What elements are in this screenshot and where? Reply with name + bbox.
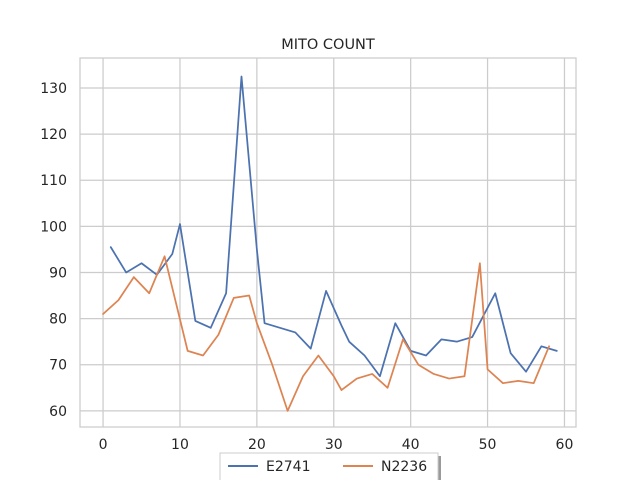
x-tick-label: 50 <box>479 437 497 453</box>
x-tick-label: 60 <box>556 437 574 453</box>
x-tick-label: 10 <box>171 437 189 453</box>
x-tick-label: 30 <box>325 437 343 453</box>
y-tick-label: 60 <box>49 404 67 420</box>
legend-label-e2741: E2741 <box>266 459 310 475</box>
y-tick-label: 70 <box>49 358 67 374</box>
grid-lines <box>80 58 576 427</box>
y-tick-label: 110 <box>40 173 67 189</box>
y-tick-label: 80 <box>49 312 67 328</box>
legend: E2741 N2236 <box>219 452 441 480</box>
x-tick-label: 20 <box>248 437 266 453</box>
x-tick-label: 40 <box>402 437 420 453</box>
y-tick-label: 100 <box>40 219 67 235</box>
series-line-n2236 <box>102 255 550 412</box>
x-tick-label: 0 <box>99 437 108 453</box>
y-tick-label: 130 <box>40 81 67 97</box>
legend-label-n2236: N2236 <box>381 459 427 475</box>
chart-title: MITO COUNT <box>281 37 375 53</box>
tick-labels: 0 10 20 30 40 50 60 60 70 80 90 100 110 120 130 <box>40 81 573 453</box>
series-layer <box>102 75 558 412</box>
y-tick-label: 90 <box>49 265 67 281</box>
plot-area-frame <box>79 57 577 428</box>
series-line-e2741 <box>109 75 558 378</box>
y-tick-label: 120 <box>40 127 67 143</box>
